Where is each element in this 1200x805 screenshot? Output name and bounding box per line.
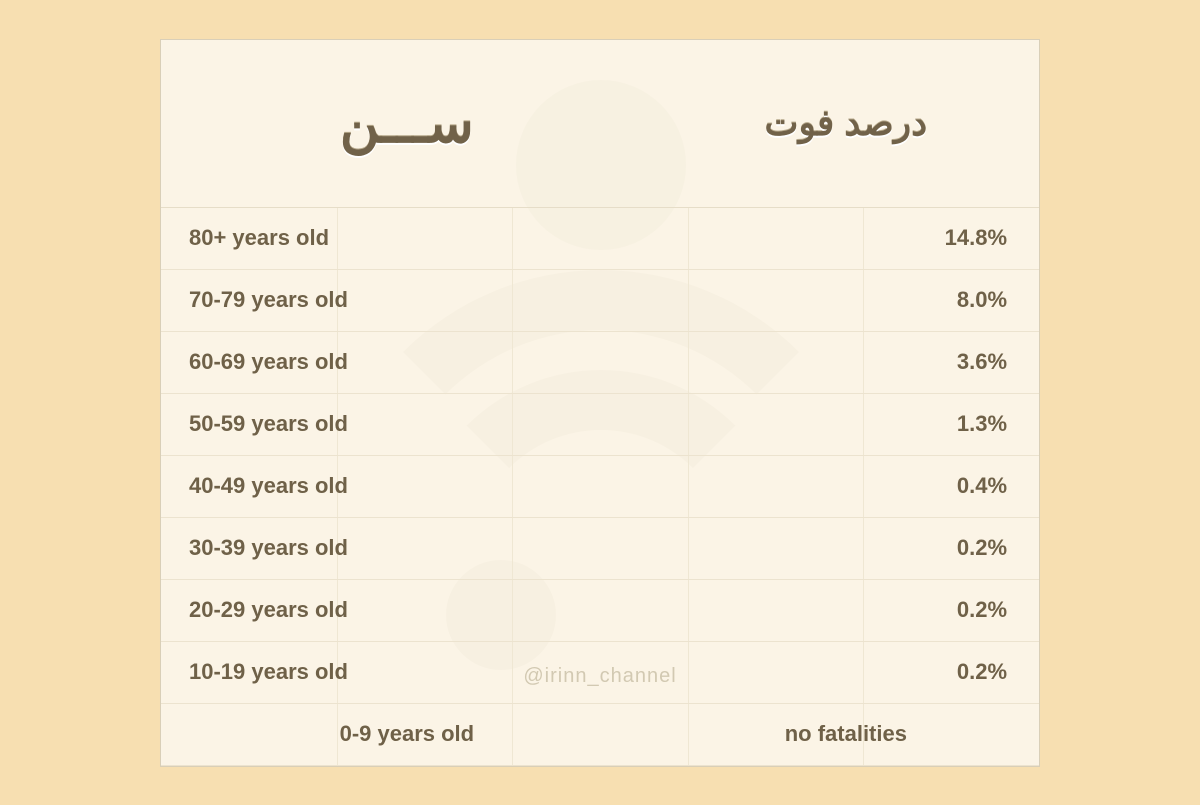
table-row: 0-9 years old no fatalities xyxy=(161,704,1039,766)
table-row: 10-19 years old 0.2% xyxy=(161,642,1039,704)
cell-rate: 14.8% xyxy=(653,225,1039,251)
header-age-label: ســـن xyxy=(340,94,474,154)
table-row: 30-39 years old 0.2% xyxy=(161,518,1039,580)
cell-age: 40-49 years old xyxy=(161,473,653,499)
cell-rate: no fatalities xyxy=(653,721,1039,747)
cell-rate: 1.3% xyxy=(653,411,1039,437)
table-row: 80+ years old 14.8% xyxy=(161,208,1039,270)
table-row: 70-79 years old 8.0% xyxy=(161,270,1039,332)
table-row: 40-49 years old 0.4% xyxy=(161,456,1039,518)
table-row: 50-59 years old 1.3% xyxy=(161,394,1039,456)
cell-rate: 0.2% xyxy=(653,597,1039,623)
cell-age: 50-59 years old xyxy=(161,411,653,437)
cell-rate: 8.0% xyxy=(653,287,1039,313)
cell-rate: 0.2% xyxy=(653,659,1039,685)
cell-age: 20-29 years old xyxy=(161,597,653,623)
cell-age: 60-69 years old xyxy=(161,349,653,375)
cell-rate: 3.6% xyxy=(653,349,1039,375)
cell-age: 30-39 years old xyxy=(161,535,653,561)
header-rate: درصد فوت xyxy=(653,102,1039,144)
cell-age: 80+ years old xyxy=(161,225,653,251)
data-table-panel: ســـن درصد فوت 80+ years old 14.8% 70-79… xyxy=(160,39,1040,767)
header-rate-label: درصد فوت xyxy=(765,102,928,143)
table-row: 20-29 years old 0.2% xyxy=(161,580,1039,642)
cell-age: 70-79 years old xyxy=(161,287,653,313)
table-header-row: ســـن درصد فوت xyxy=(161,40,1039,208)
cell-rate: 0.4% xyxy=(653,473,1039,499)
table-row: 60-69 years old 3.6% xyxy=(161,332,1039,394)
cell-age: 10-19 years old xyxy=(161,659,653,685)
header-age: ســـن xyxy=(161,92,653,155)
cell-age: 0-9 years old xyxy=(161,721,653,747)
cell-rate: 0.2% xyxy=(653,535,1039,561)
